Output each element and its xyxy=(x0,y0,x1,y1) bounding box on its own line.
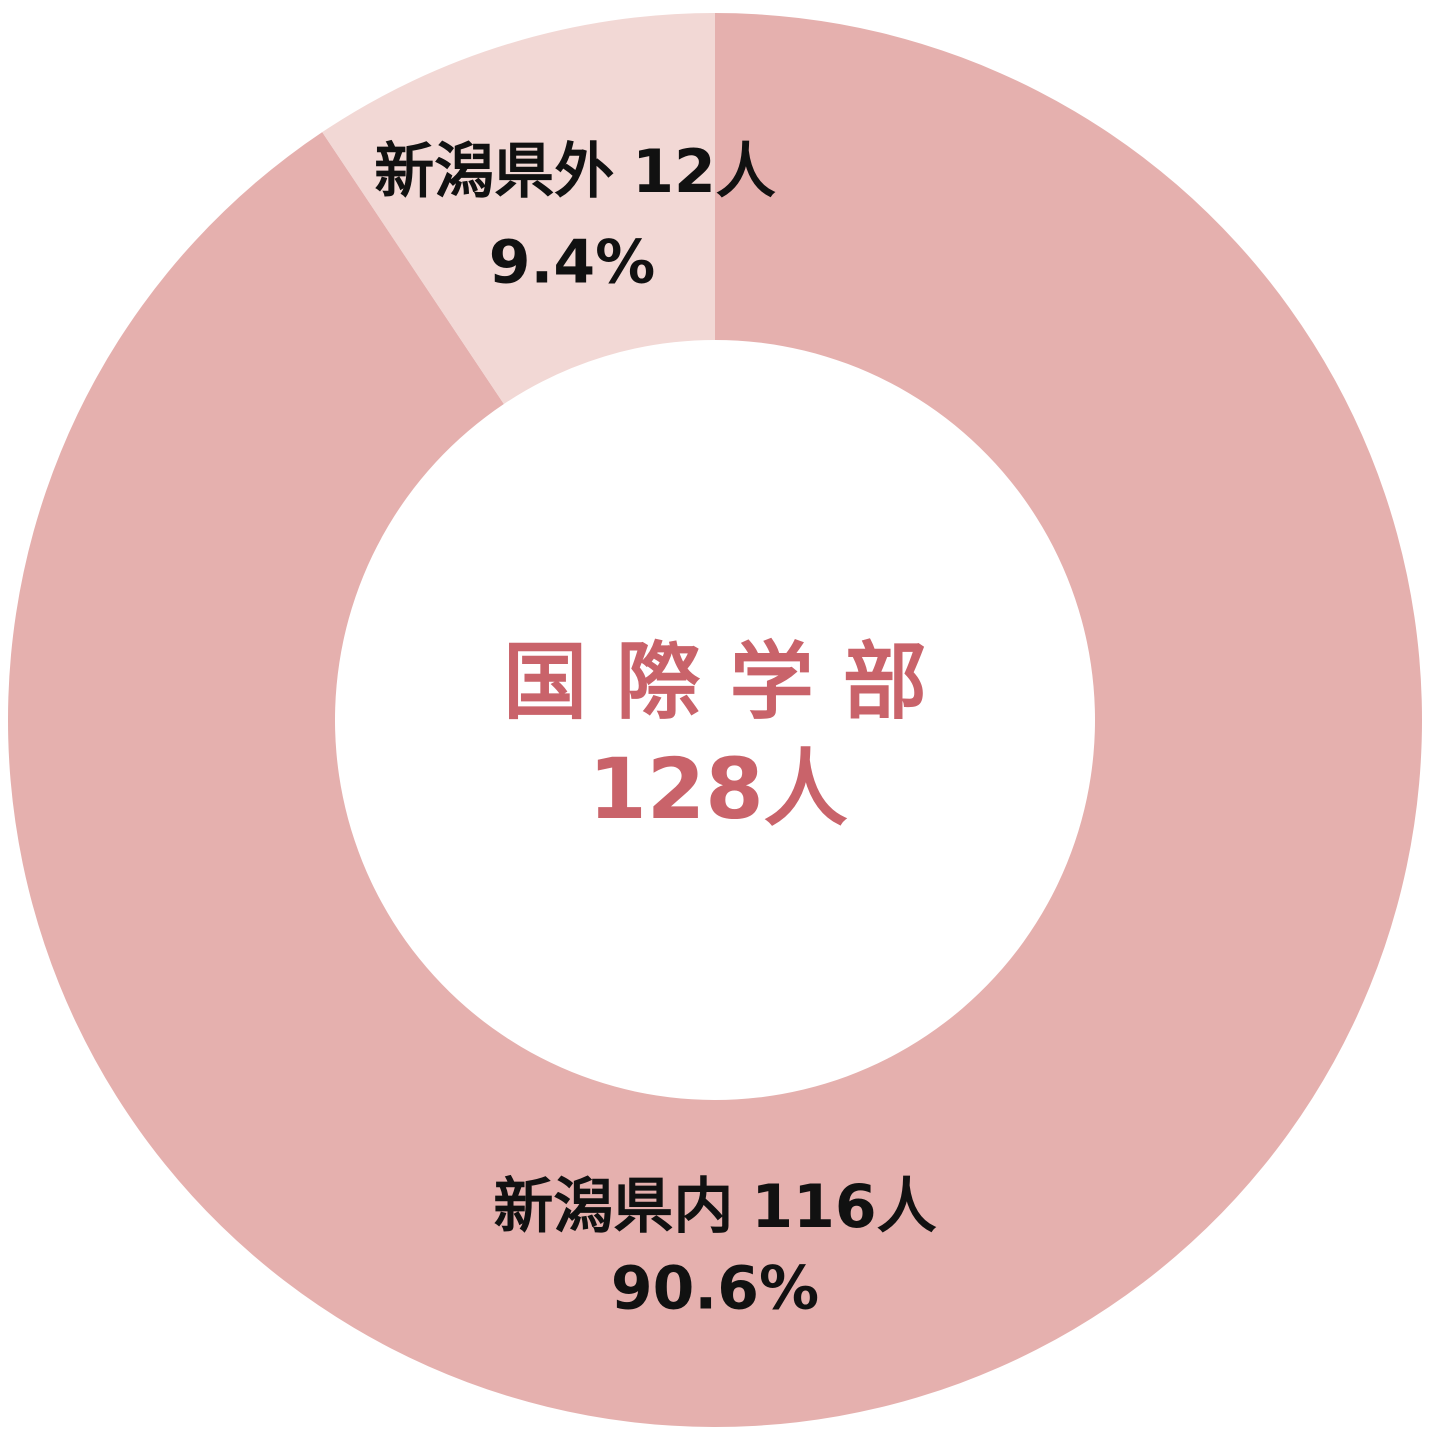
chart-title: 国 際 学 部 xyxy=(503,633,927,731)
category-label: 新潟県内 xyxy=(493,1172,733,1242)
percent-label: 9.4% xyxy=(489,228,655,298)
total-label: 128人 xyxy=(588,740,847,838)
value-label: 116人 xyxy=(751,1172,936,1242)
slice-label: 新潟県外 12人 xyxy=(374,137,776,207)
wedges xyxy=(8,13,1423,1428)
percent-label: 90.6% xyxy=(611,1254,819,1324)
wedge xyxy=(322,13,715,405)
slice-label: 新潟県内 116人 xyxy=(493,1172,936,1242)
wedge xyxy=(8,13,1423,1428)
category-label: 新潟県外 xyxy=(374,137,614,207)
value-label: 12人 xyxy=(632,137,776,207)
